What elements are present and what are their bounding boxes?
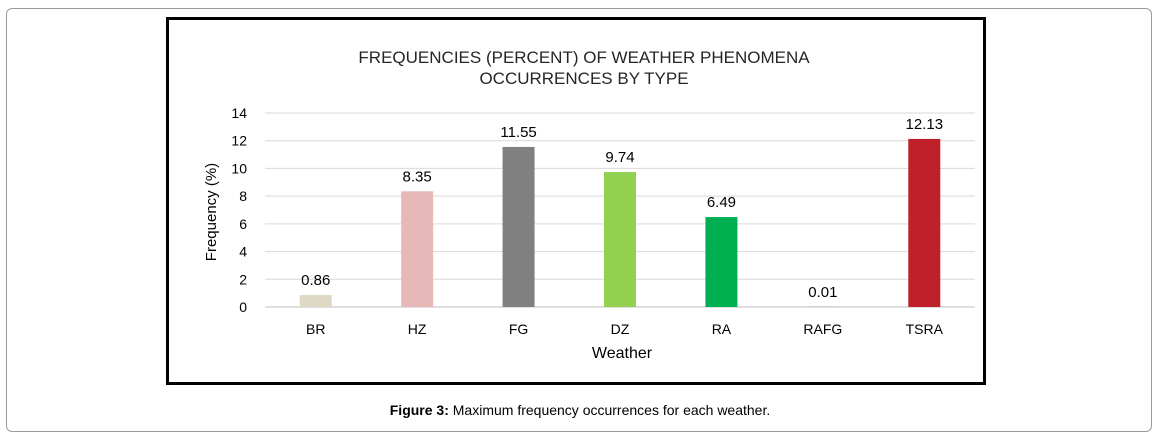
value-label-fg: 11.55	[500, 124, 536, 141]
y-tick-label: 12	[231, 133, 247, 149]
chart-title-line-1: FREQUENCIES (PERCENT) OF WEATHER PHENOME…	[358, 48, 810, 67]
x-axis-label: Weather	[592, 345, 653, 362]
bar-ra	[705, 217, 738, 307]
x-tick-label-ra: RA	[712, 321, 732, 337]
value-label-ra: 6.49	[707, 194, 736, 211]
grid-lines	[265, 112, 975, 308]
y-tick-label: 10	[231, 160, 247, 176]
value-labels: 0.86 8.35 11.55 9.74 6.49 0.01 12.13	[301, 116, 943, 301]
bar-tsra	[908, 138, 941, 307]
caption-text: Maximum frequency occurrences for each w…	[448, 402, 771, 418]
x-tick-label-tsra: TSRA	[906, 321, 944, 337]
value-label-br: 0.86	[301, 272, 330, 289]
y-tick-label: 4	[239, 244, 247, 260]
caption-label: Figure 3:	[389, 402, 449, 418]
x-tick-labels: BR HZ FG DZ RA RAFG TSRA	[306, 321, 944, 337]
bar-fg	[502, 146, 535, 307]
figure-frame	[6, 8, 1152, 432]
value-label-tsra: 12.13	[906, 116, 944, 133]
value-label-hz: 8.35	[403, 168, 432, 185]
value-label-dz: 9.74	[605, 149, 634, 166]
y-tick-label: 0	[239, 299, 247, 315]
value-label-rafg: 0.01	[808, 284, 837, 301]
figure-caption: Figure 3: Maximum frequency occurrences …	[0, 402, 1160, 418]
y-axis-label: Frequency (%)	[203, 163, 220, 261]
x-tick-label-dz: DZ	[611, 321, 630, 337]
y-tick-label: 8	[239, 188, 247, 204]
y-tick-labels: 0 2 4 6 8 10 12 14	[231, 105, 247, 315]
y-tick-label: 2	[239, 271, 247, 287]
y-tick-label: 14	[231, 105, 247, 121]
y-tick-label: 6	[239, 216, 247, 232]
bar-hz	[401, 191, 434, 307]
bar-dz	[604, 172, 636, 307]
chart-container: FREQUENCIES (PERCENT) OF WEATHER PHENOME…	[166, 17, 986, 385]
x-tick-label-fg: FG	[509, 321, 528, 337]
x-tick-label-hz: HZ	[408, 321, 427, 337]
bars	[299, 138, 941, 307]
bar-br	[299, 295, 332, 307]
bar-chart: FREQUENCIES (PERCENT) OF WEATHER PHENOME…	[203, 48, 975, 362]
chart-title-line-2: OCCURRENCES BY TYPE	[479, 69, 688, 88]
x-tick-label-br: BR	[306, 321, 325, 337]
x-tick-label-rafg: RAFG	[803, 321, 842, 337]
